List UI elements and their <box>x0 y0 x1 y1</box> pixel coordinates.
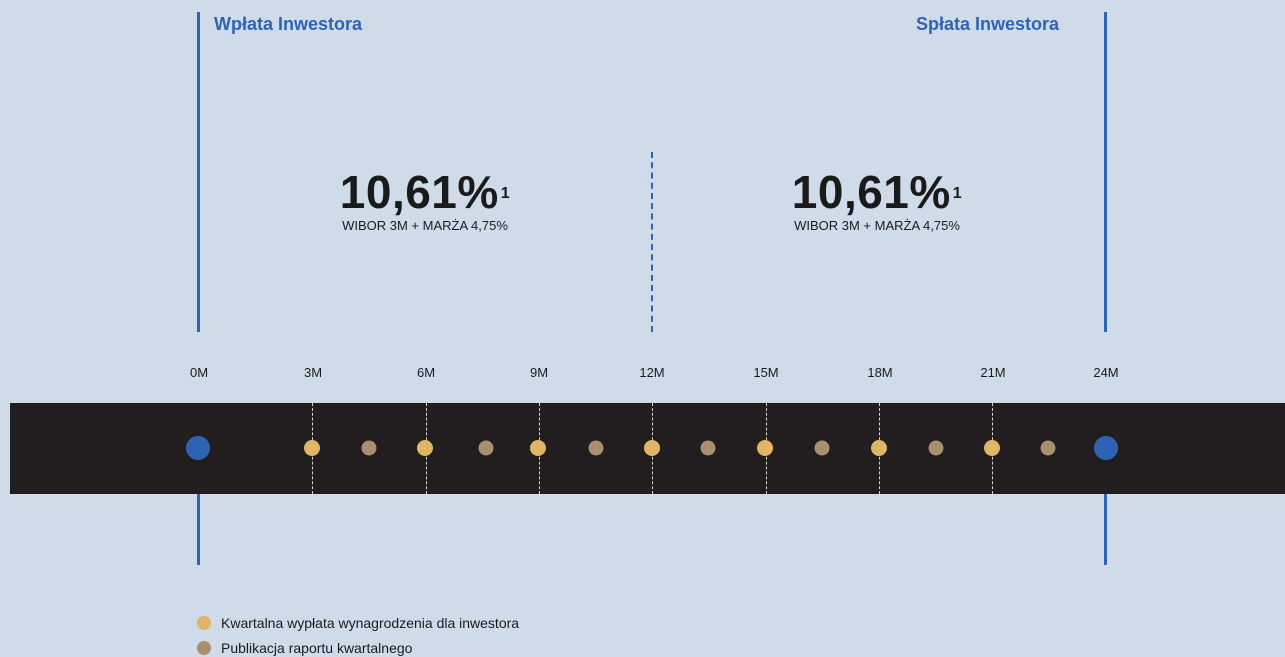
rate-subtitle: WIBOR 3M + MARŻA 4,75% <box>342 218 508 233</box>
month-label: 6M <box>416 365 436 380</box>
report-dot <box>1040 440 1056 456</box>
month-label: 21M <box>980 365 1006 380</box>
month-label: 3M <box>303 365 323 380</box>
month-label: 24M <box>1093 365 1119 380</box>
month-label: 0M <box>189 365 209 380</box>
payout-dot <box>984 440 1000 456</box>
legend-label-report: Publikacja raportu kwartalnego <box>221 640 413 656</box>
payout-dot <box>871 440 887 456</box>
midpoint-divider <box>651 152 653 332</box>
report-legend-icon <box>197 641 211 655</box>
start-marker <box>186 436 210 460</box>
rate-value: 10,61% 1 <box>285 168 565 216</box>
start-line-top <box>197 12 200 332</box>
label-investor-payment: Wpłata Inwestora <box>214 14 363 34</box>
month-label: 15M <box>753 365 779 380</box>
report-dot <box>478 440 494 456</box>
report-dot <box>361 440 377 456</box>
payout-legend-icon <box>197 616 211 630</box>
rate-block-first-year: 10,61% 1 WIBOR 3M + MARŻA 4,75% <box>285 168 565 233</box>
rate-percent: 10,61% <box>791 166 951 218</box>
rate-subtitle: WIBOR 3M + MARŻA 4,75% <box>794 218 960 233</box>
label-investor-repayment: Spłata Inwestora <box>916 14 1060 34</box>
rate-footnote: 1 <box>500 185 511 202</box>
end-line-bottom <box>1104 448 1107 565</box>
month-label: 12M <box>639 365 665 380</box>
rate-percent: 10,61% <box>339 166 499 218</box>
report-dot <box>700 440 716 456</box>
rate-value: 10,61% 1 <box>737 168 1017 216</box>
payout-dot <box>757 440 773 456</box>
report-dot <box>814 440 830 456</box>
legend-item-report: Publikacja raportu kwartalnego <box>197 640 412 656</box>
month-label: 9M <box>529 365 549 380</box>
month-label: 18M <box>867 365 893 380</box>
legend-item-payout: Kwartalna wypłata wynagrodzenia dla inwe… <box>197 615 519 631</box>
payout-dot <box>304 440 320 456</box>
end-marker <box>1094 436 1118 460</box>
start-line-bottom <box>197 448 200 565</box>
report-dot <box>928 440 944 456</box>
report-dot <box>588 440 604 456</box>
legend-label-payout: Kwartalna wypłata wynagrodzenia dla inwe… <box>221 615 520 631</box>
payout-dot <box>530 440 546 456</box>
rate-block-second-year: 10,61% 1 WIBOR 3M + MARŻA 4,75% <box>737 168 1017 233</box>
payout-dot <box>417 440 433 456</box>
rate-footnote: 1 <box>952 185 963 202</box>
end-line-top <box>1104 12 1107 332</box>
payout-dot <box>644 440 660 456</box>
